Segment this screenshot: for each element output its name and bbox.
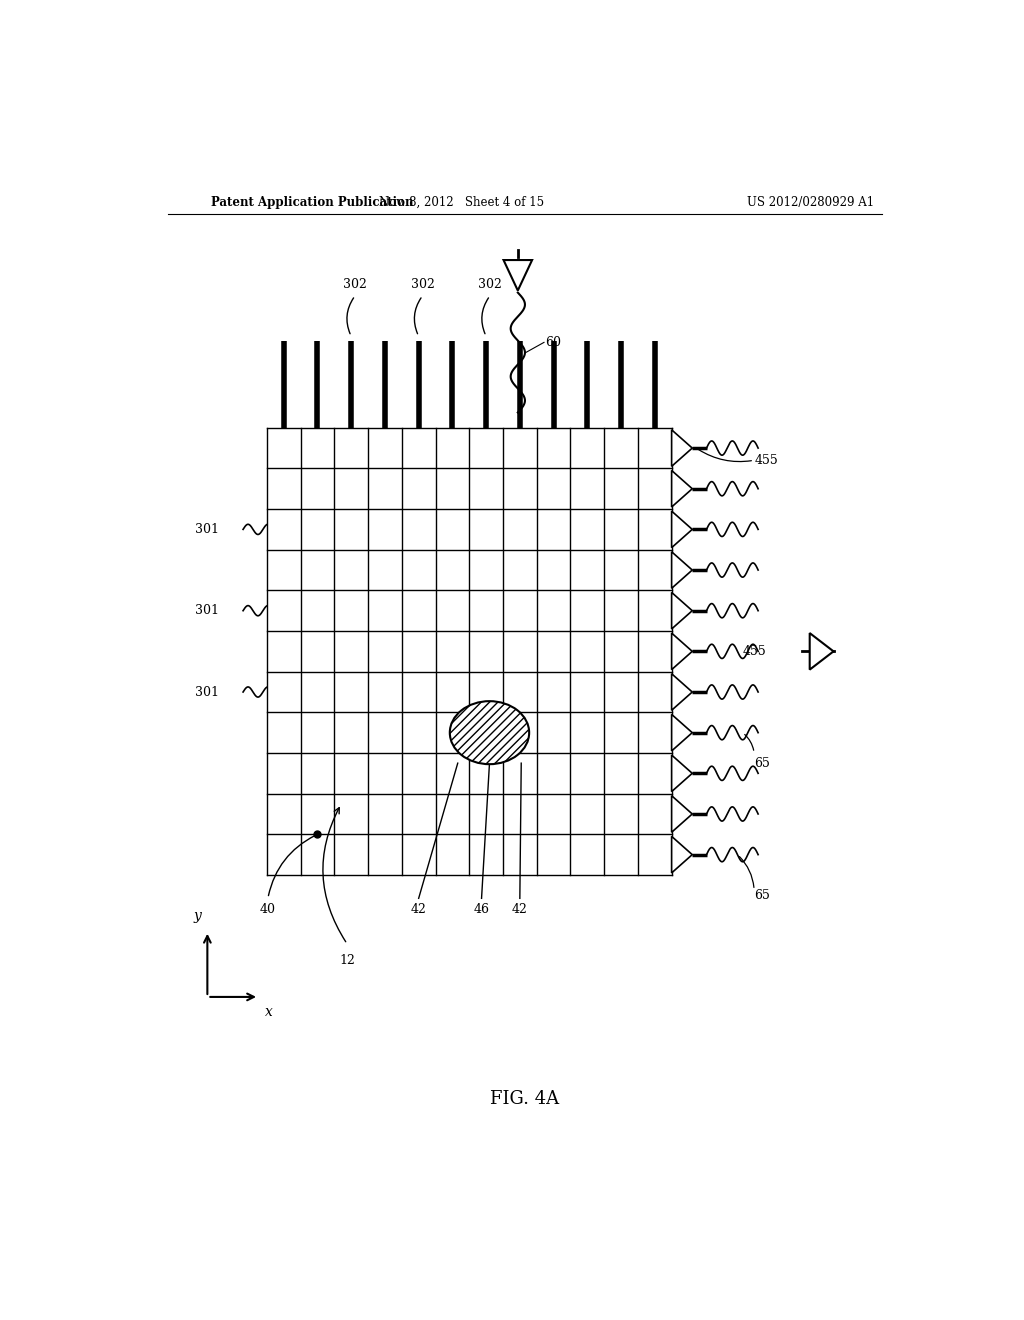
Polygon shape <box>672 673 692 710</box>
Text: 65: 65 <box>754 888 770 902</box>
Polygon shape <box>672 755 692 792</box>
Text: 302: 302 <box>411 277 434 290</box>
Text: 302: 302 <box>478 277 502 290</box>
Text: FIG. 4A: FIG. 4A <box>490 1089 559 1107</box>
Polygon shape <box>810 634 834 669</box>
Text: 455: 455 <box>754 454 778 467</box>
Polygon shape <box>672 714 692 751</box>
Ellipse shape <box>450 701 529 764</box>
Text: 12: 12 <box>339 954 355 968</box>
Polygon shape <box>672 593 692 630</box>
Text: Patent Application Publication: Patent Application Publication <box>211 195 414 209</box>
Polygon shape <box>672 470 692 507</box>
Text: 301: 301 <box>196 523 219 536</box>
Text: 65: 65 <box>754 756 770 770</box>
Polygon shape <box>504 260 532 290</box>
Polygon shape <box>672 552 692 589</box>
Text: x: x <box>265 1005 273 1019</box>
Text: 302: 302 <box>343 277 368 290</box>
Text: 301: 301 <box>196 605 219 618</box>
Text: y: y <box>194 908 202 923</box>
Polygon shape <box>672 837 692 873</box>
Polygon shape <box>672 634 692 669</box>
Polygon shape <box>672 430 692 466</box>
Text: US 2012/0280929 A1: US 2012/0280929 A1 <box>746 195 873 209</box>
Text: 455: 455 <box>742 645 766 657</box>
Text: 60: 60 <box>546 335 561 348</box>
Text: 42: 42 <box>512 903 527 916</box>
Text: 40: 40 <box>260 903 275 916</box>
Polygon shape <box>672 511 692 548</box>
Text: Nov. 8, 2012   Sheet 4 of 15: Nov. 8, 2012 Sheet 4 of 15 <box>379 195 544 209</box>
Text: 301: 301 <box>196 685 219 698</box>
Text: 42: 42 <box>411 903 427 916</box>
Text: 46: 46 <box>473 903 489 916</box>
Polygon shape <box>672 796 692 833</box>
